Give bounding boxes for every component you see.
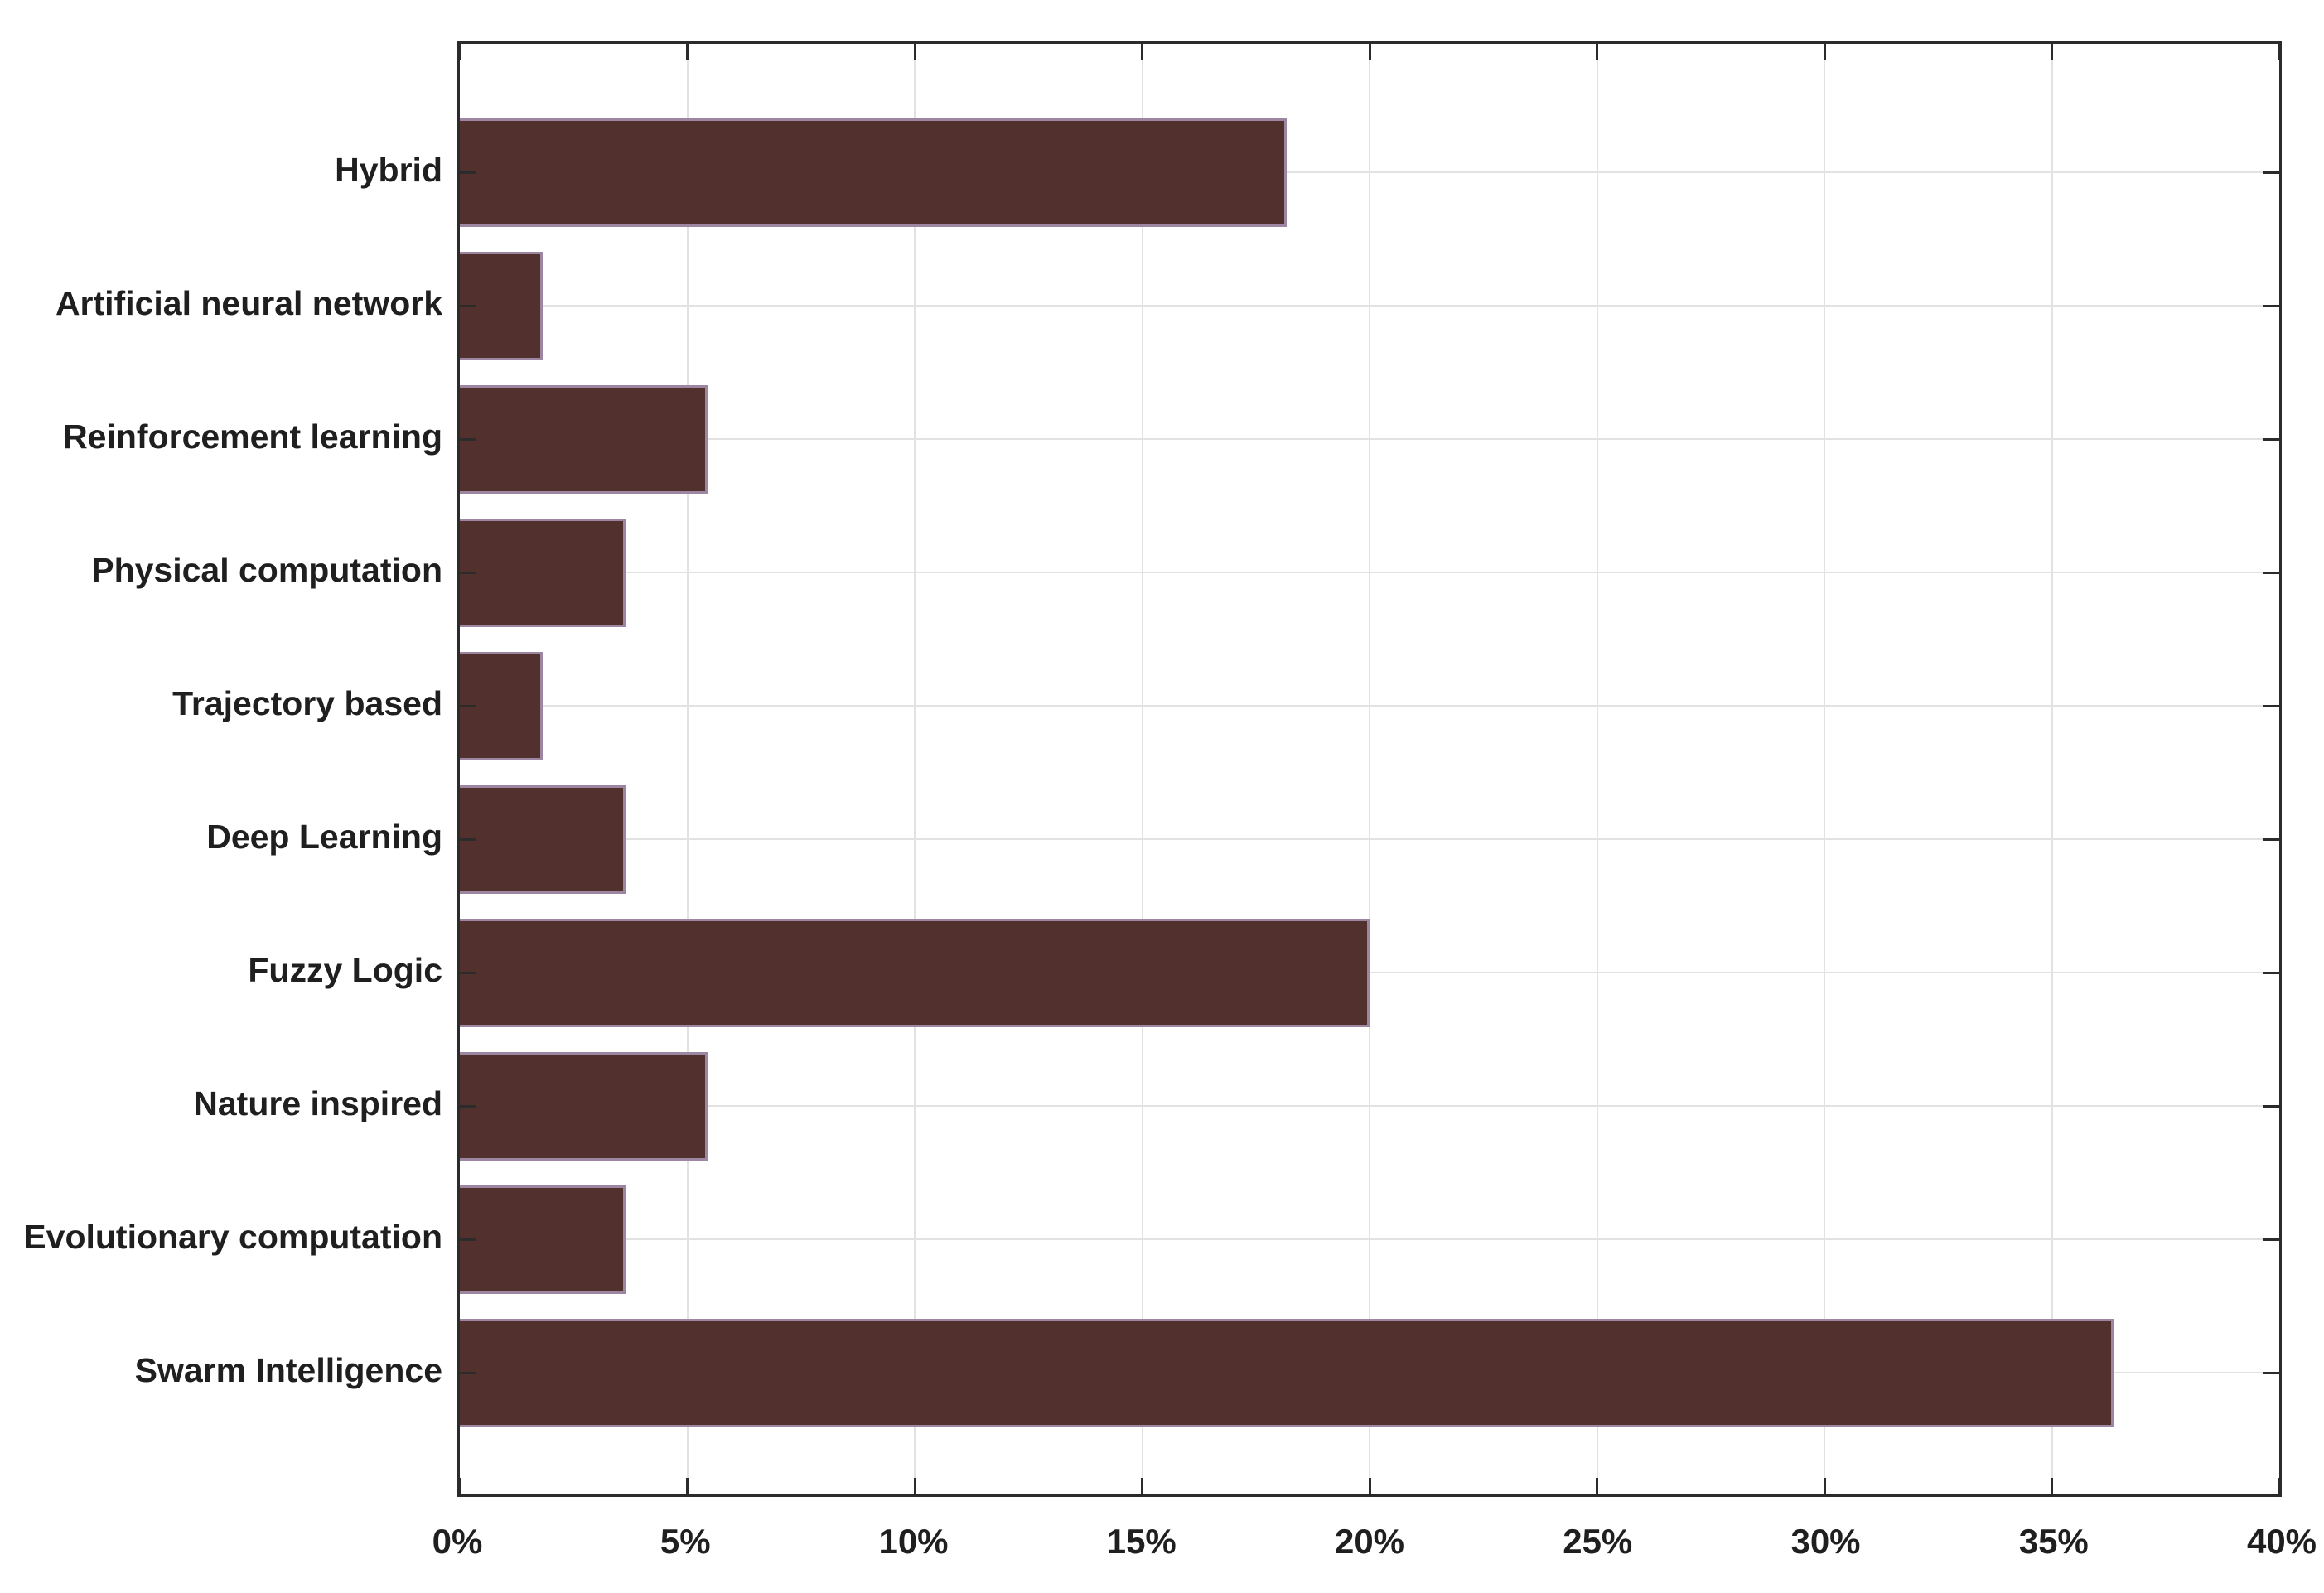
tick-x-bottom-40 <box>2278 1478 2281 1494</box>
bar-swarm-intelligence <box>460 1318 2114 1427</box>
gridline-x-30 <box>1824 44 1825 1494</box>
tick-x-bottom-5 <box>686 1478 689 1494</box>
tick-y-left-physical-computation <box>460 571 476 574</box>
gridline-x-25 <box>1596 44 1598 1494</box>
bar-physical-computation <box>460 518 626 627</box>
tick-x-top-40 <box>2278 44 2281 60</box>
gridline-x-35 <box>2051 44 2053 1494</box>
tick-y-left-evolutionary-computation <box>460 1238 476 1241</box>
tick-y-left-hybrid <box>460 171 476 174</box>
gridline-y-trajectory-based <box>460 705 2279 707</box>
bar-deep-learning <box>460 784 626 894</box>
tick-y-left-swarm-intelligence <box>460 1371 476 1374</box>
tick-x-top-0 <box>458 44 461 60</box>
tick-x-top-25 <box>1596 44 1598 60</box>
y-tick-label-nature-inspired: Nature inspired <box>193 1084 442 1122</box>
x-tick-label-5: 5% <box>660 1522 711 1561</box>
y-tick-label-physical-computation: Physical computation <box>91 551 442 589</box>
tick-y-right-artificial-neural-network <box>2263 304 2279 307</box>
tick-y-left-reinforcement-learning <box>460 437 476 441</box>
y-tick-label-artificial-neural-network: Artificial neural network <box>55 284 442 322</box>
tick-y-right-evolutionary-computation <box>2263 1238 2279 1241</box>
tick-y-right-deep-learning <box>2263 838 2279 841</box>
tick-x-bottom-10 <box>913 1478 916 1494</box>
tick-y-right-trajectory-based <box>2263 704 2279 707</box>
tick-y-left-trajectory-based <box>460 704 476 707</box>
tick-x-bottom-25 <box>1596 1478 1598 1494</box>
tick-x-top-35 <box>2051 44 2053 60</box>
x-tick-label-40: 40% <box>2246 1522 2317 1561</box>
y-tick-label-deep-learning: Deep Learning <box>206 818 442 856</box>
tick-y-left-artificial-neural-network <box>460 304 476 307</box>
bar-hybrid <box>460 118 1288 227</box>
y-tick-label-hybrid: Hybrid <box>335 151 442 189</box>
tick-y-right-reinforcement-learning <box>2263 437 2279 441</box>
tick-x-bottom-0 <box>458 1478 461 1494</box>
x-tick-label-10: 10% <box>878 1522 949 1561</box>
tick-y-left-deep-learning <box>460 838 476 841</box>
gridline-x-5 <box>686 44 689 1494</box>
gridline-y-hybrid <box>460 171 2279 173</box>
tick-x-top-20 <box>1368 44 1371 60</box>
x-tick-label-0: 0% <box>432 1522 483 1561</box>
y-tick-label-reinforcement-learning: Reinforcement learning <box>63 418 442 456</box>
tick-x-top-30 <box>1823 44 1826 60</box>
tick-y-right-hybrid <box>2263 171 2279 174</box>
tick-x-top-5 <box>686 44 689 60</box>
x-tick-label-35: 35% <box>2018 1522 2089 1561</box>
bar-reinforcement-learning <box>460 384 708 494</box>
bar-evolutionary-computation <box>460 1185 626 1294</box>
tick-y-left-fuzzy-logic <box>460 971 476 974</box>
tick-y-right-nature-inspired <box>2263 1104 2279 1108</box>
tick-x-bottom-15 <box>1141 1478 1143 1494</box>
y-tick-label-evolutionary-computation: Evolutionary computation <box>23 1218 442 1256</box>
bar-fuzzy-logic <box>460 918 1370 1027</box>
tick-x-top-10 <box>913 44 916 60</box>
bar-nature-inspired <box>460 1051 708 1161</box>
gridline-x-15 <box>1141 44 1143 1494</box>
gridline-x-20 <box>1369 44 1370 1494</box>
y-tick-label-swarm-intelligence: Swarm Intelligence <box>134 1351 442 1389</box>
tick-x-bottom-20 <box>1368 1478 1371 1494</box>
gridline-y-fuzzy-logic <box>460 972 2279 973</box>
gridline-y-physical-computation <box>460 572 2279 573</box>
gridline-y-reinforcement-learning <box>460 438 2279 440</box>
plot-area <box>457 41 2282 1497</box>
gridline-y-deep-learning <box>460 838 2279 840</box>
tick-y-right-fuzzy-logic <box>2263 971 2279 974</box>
y-tick-label-trajectory-based: Trajectory based <box>172 684 442 722</box>
tick-y-left-nature-inspired <box>460 1104 476 1108</box>
y-tick-label-fuzzy-logic: Fuzzy Logic <box>248 951 442 989</box>
tick-y-right-physical-computation <box>2263 571 2279 574</box>
x-tick-label-25: 25% <box>1563 1522 1633 1561</box>
x-tick-label-20: 20% <box>1334 1522 1405 1561</box>
gridline-y-evolutionary-computation <box>460 1238 2279 1240</box>
x-tick-label-30: 30% <box>1790 1522 1861 1561</box>
tick-x-top-15 <box>1141 44 1143 60</box>
gridline-y-artificial-neural-network <box>460 305 2279 307</box>
gridline-y-nature-inspired <box>460 1105 2279 1107</box>
gridline-x-10 <box>914 44 916 1494</box>
tick-x-bottom-30 <box>1823 1478 1826 1494</box>
tick-y-right-swarm-intelligence <box>2263 1371 2279 1374</box>
tick-x-bottom-35 <box>2051 1478 2053 1494</box>
x-tick-label-15: 15% <box>1106 1522 1176 1561</box>
